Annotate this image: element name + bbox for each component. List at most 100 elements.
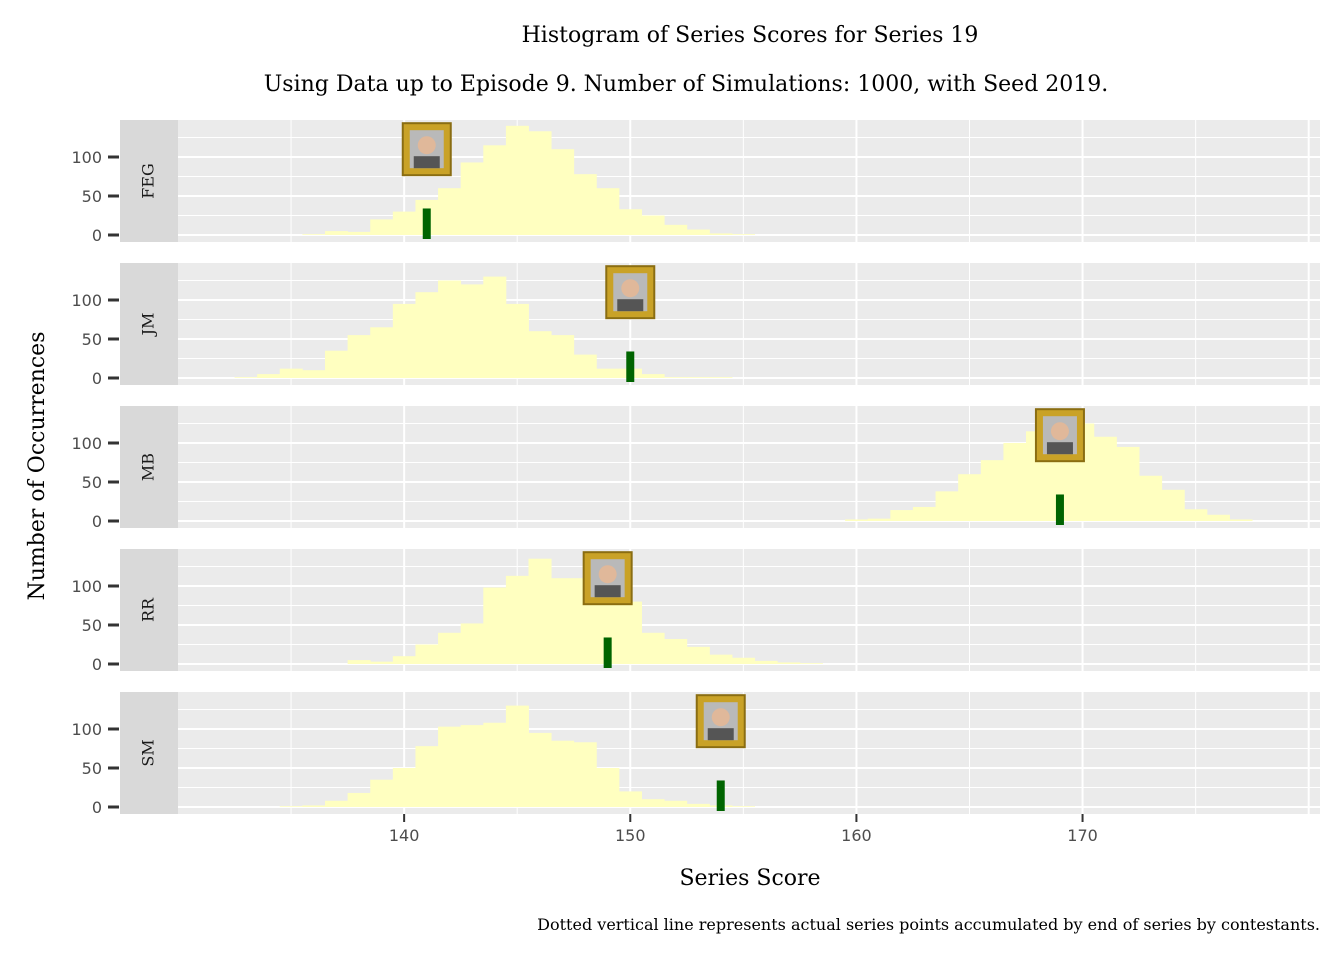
histogram-bar <box>279 806 303 807</box>
histogram-bar <box>370 661 394 664</box>
histogram-bar <box>641 799 665 807</box>
histogram-bar <box>460 162 484 235</box>
histogram-bar <box>732 234 756 235</box>
histogram-bar <box>618 791 642 807</box>
histogram-bar <box>596 768 620 807</box>
histogram-bar <box>1229 519 1253 521</box>
facet-strip-label: MB <box>139 453 158 481</box>
histogram-bar <box>415 292 439 378</box>
portrait-face <box>621 279 640 298</box>
histogram-bar <box>347 792 371 807</box>
histogram-bar <box>483 722 507 807</box>
histogram-bar <box>302 234 326 235</box>
contestant-portrait-feg <box>401 122 452 177</box>
histogram-bar <box>460 725 484 807</box>
histogram-bar <box>392 303 416 378</box>
histogram-bar <box>1003 443 1027 521</box>
portrait-face <box>711 708 730 727</box>
histogram-bar <box>528 131 552 235</box>
histogram-bar <box>867 518 891 521</box>
histogram-bar <box>958 474 982 521</box>
histogram-bar <box>1161 489 1185 521</box>
histogram-bar <box>438 280 462 378</box>
histogram-bar <box>392 656 416 664</box>
histogram-bar <box>438 188 462 235</box>
histogram-bar <box>641 215 665 235</box>
histogram-bar <box>505 705 529 807</box>
histogram-bar <box>732 657 756 664</box>
histogram-bar <box>664 377 688 378</box>
histogram-bar <box>618 601 642 664</box>
facet-strip <box>120 692 178 814</box>
histogram-bar <box>528 732 552 807</box>
histogram-bar <box>732 806 756 807</box>
facet-panel-jm: 0 50 100 JM <box>71 263 1320 388</box>
histogram-bar <box>754 660 778 664</box>
histogram-bar <box>324 231 349 235</box>
histogram-bar <box>573 354 597 378</box>
y-tick-label: 100 <box>71 148 102 167</box>
histogram-bar <box>234 377 258 378</box>
histogram-bar <box>551 740 575 807</box>
chart-subtitle: Using Data up to Episode 9. Number of Si… <box>264 72 1109 97</box>
y-tick-label: 0 <box>92 512 102 531</box>
histogram-bar <box>505 125 529 235</box>
histogram-bar <box>460 284 484 378</box>
portrait-face <box>417 136 436 155</box>
histogram-bar <box>596 586 620 664</box>
portrait-face <box>1050 422 1069 441</box>
histogram-bar <box>1093 436 1117 521</box>
histogram-bar <box>370 327 394 378</box>
histogram-bar <box>438 632 462 664</box>
histogram-bar <box>347 335 371 378</box>
contestant-portrait-rr <box>582 551 633 606</box>
chart-title: Histogram of Series Scores for Series 19 <box>522 23 979 48</box>
histogram-bar <box>438 726 462 807</box>
histogram-bar <box>1139 475 1163 521</box>
histogram-bar <box>302 805 326 807</box>
histogram-bar <box>686 377 710 378</box>
facet-panels: 0 50 100 FEG 0 50 100 JM 0 50 100 MB 0 50 100 RR 0 50 100 S… <box>71 120 1320 817</box>
histogram-bar <box>890 510 914 521</box>
histogram-bar <box>505 575 529 664</box>
panel-background <box>178 120 1320 242</box>
histogram-bar <box>528 558 552 664</box>
histogram-bar <box>551 335 575 378</box>
histogram-bar <box>392 768 416 807</box>
facet-panel-sm: 0 50 100 SM <box>71 692 1320 817</box>
histogram-bar <box>980 460 1004 521</box>
histogram-bar <box>415 746 439 807</box>
histogram-bar <box>551 149 575 235</box>
histogram-bar <box>415 644 439 664</box>
actual-score-marker <box>716 780 725 811</box>
histogram-bar <box>370 219 394 235</box>
x-axis-ticks: 140 150 160 170 <box>389 814 1098 845</box>
portrait-shoulders <box>707 728 734 741</box>
histogram-bar <box>709 654 733 664</box>
x-tick-label: 160 <box>841 826 872 845</box>
y-tick-label: 100 <box>71 291 102 310</box>
y-tick-label: 0 <box>92 226 102 245</box>
y-axis-title: Number of Occurrences <box>25 332 50 601</box>
y-tick-label: 50 <box>82 616 102 635</box>
histogram-bar <box>370 779 394 807</box>
histogram-bar <box>686 646 710 664</box>
histogram-bar <box>799 663 823 664</box>
histogram-bar <box>1116 446 1140 521</box>
y-tick-label: 50 <box>82 330 102 349</box>
portrait-shoulders <box>1046 442 1073 455</box>
panel-background <box>178 549 1320 671</box>
histogram-bar <box>551 578 575 664</box>
histogram-bar <box>483 587 507 664</box>
histogram-bar <box>912 506 936 521</box>
x-axis-title: Series Score <box>679 866 820 891</box>
facet-strip-label: SM <box>139 739 158 766</box>
actual-score-marker <box>422 208 431 239</box>
x-tick-label: 150 <box>615 826 646 845</box>
facet-strip-label: JM <box>139 313 158 338</box>
histogram-bar <box>483 145 507 235</box>
y-tick-label: 100 <box>71 720 102 739</box>
y-tick-label: 100 <box>71 434 102 453</box>
histogram-bar <box>686 803 710 807</box>
histogram-bar <box>573 174 597 235</box>
